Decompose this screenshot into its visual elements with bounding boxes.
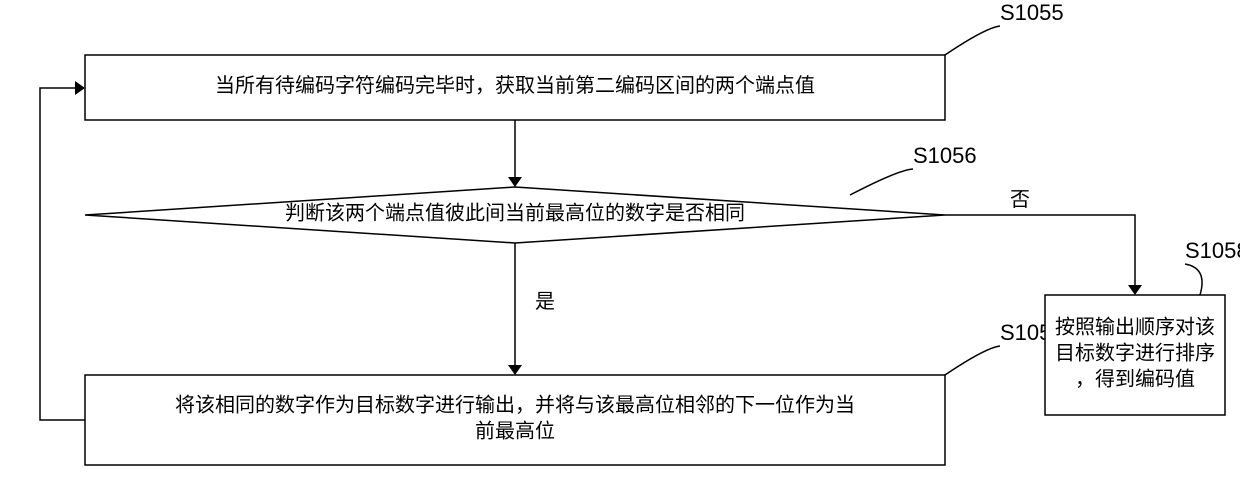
- step-label: S1058: [1185, 238, 1240, 263]
- node-text: 当所有待编码字符编码完毕时，获取当前第二编码区间的两个端点值: [215, 74, 815, 97]
- node-text: 将该相同的数字作为目标数字进行输出，并将与该最高位相邻的下一位作为当: [175, 394, 855, 417]
- flowchart-diagram: 当所有待编码字符编码完毕时，获取当前第二编码区间的两个端点值 S1055 判断该两个…: [0, 0, 1240, 502]
- step-label: S1055: [1000, 0, 1064, 25]
- edge-label: 是: [535, 291, 555, 313]
- node-text: 目标数字进行排序: [1055, 342, 1215, 365]
- node-text: ，得到编码值: [1075, 368, 1195, 391]
- edge: [945, 215, 1135, 285]
- node-text: 前最高位: [475, 420, 555, 443]
- step-label: S1056: [913, 143, 977, 168]
- edge-label: 否: [1010, 189, 1030, 211]
- edge: [40, 88, 85, 420]
- node-text: 按照输出顺序对该: [1055, 316, 1215, 339]
- node-text: 判断该两个端点值彼此间当前最高位的数字是否相同: [285, 202, 745, 225]
